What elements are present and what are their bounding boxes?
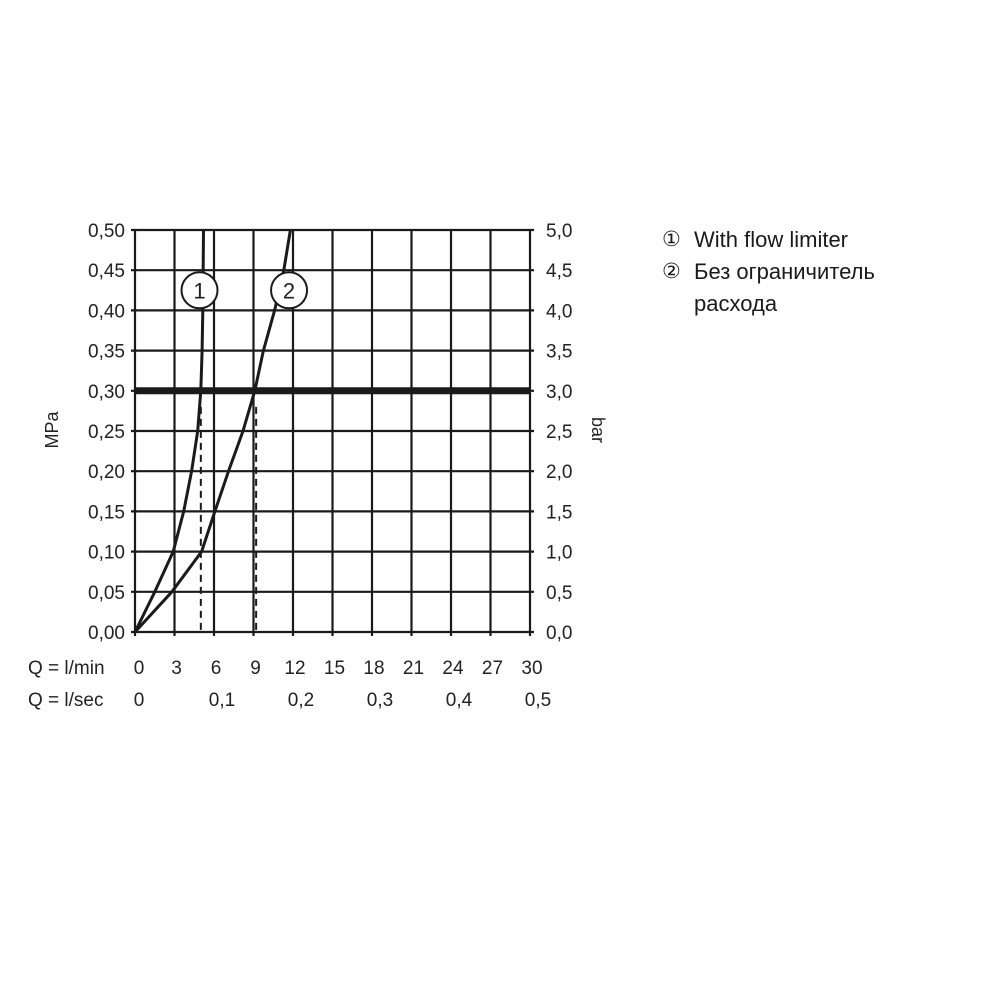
x-tick-label: 18 — [363, 658, 384, 679]
x-secondary-tick-label: 0,4 — [446, 690, 473, 711]
x-tick-label: 3 — [171, 658, 182, 679]
series-marker-circle-1 — [180, 271, 219, 310]
x-secondary-tick-label: 0,5 — [525, 690, 551, 711]
y-tick-label-right: 1,5 — [546, 502, 572, 523]
legend-marker-2: ② — [662, 260, 681, 283]
y-tick-label-right: 4,5 — [546, 261, 572, 282]
legend-text-1: With flow limiter — [694, 227, 849, 252]
x-axis-label: Q = l/min — [28, 658, 105, 679]
series-line-1 — [133, 229, 205, 633]
x-tick-label: 24 — [442, 658, 464, 679]
legend-marker-1: ① — [662, 228, 681, 251]
x-secondary-tick-label: 0,3 — [367, 690, 393, 711]
legend: ① With flow limiter ② Без ограничитель р… — [662, 224, 934, 320]
x-tick-label: 12 — [284, 658, 305, 679]
y-tick-label-left: 0,10 — [88, 543, 125, 564]
y-tick-label-left: 0,50 — [88, 221, 125, 242]
series-marker-label-2: 2 — [283, 278, 295, 303]
x-tick-label: 30 — [521, 658, 542, 679]
y-tick-label-left: 0,20 — [88, 462, 125, 483]
x-tick-label: 0 — [134, 658, 145, 679]
y-axis-label-right: bar — [588, 417, 608, 443]
y-tick-label-left: 0,00 — [88, 623, 125, 644]
y-tick-label-right: 2,0 — [546, 462, 572, 483]
x-secondary-tick-label: 0 — [134, 690, 145, 711]
y-tick-label-right: 3,0 — [546, 382, 572, 403]
series-marker-label-1: 1 — [193, 278, 205, 303]
y-tick-label-right: 2,5 — [546, 422, 572, 443]
x-tick-label: 15 — [324, 658, 345, 679]
x-tick-label: 6 — [211, 658, 222, 679]
x-axis-secondary-label: Q = l/sec — [28, 690, 104, 711]
y-tick-label-left: 0,45 — [88, 261, 125, 282]
y-tick-label-right: 0,5 — [546, 583, 572, 604]
x-tick-label: 27 — [482, 658, 503, 679]
y-tick-label-right: 1,0 — [546, 543, 572, 564]
y-tick-label-right: 0,0 — [546, 623, 572, 644]
legend-item-2: ② Без ограничитель расхода — [662, 256, 934, 320]
y-tick-label-left: 0,35 — [88, 342, 125, 363]
x-tick-label: 9 — [250, 658, 261, 679]
y-tick-label-right: 3,5 — [546, 342, 572, 363]
y-tick-label-left: 0,40 — [88, 301, 125, 322]
legend-item-1: ① With flow limiter — [662, 224, 934, 256]
x-secondary-tick-label: 0,2 — [288, 690, 314, 711]
series-marker-circle-2 — [270, 271, 309, 310]
legend-text-2: Без ограничитель расхода — [694, 259, 875, 316]
y-tick-label-left: 0,25 — [88, 422, 125, 443]
y-axis-label-left: MPa — [42, 411, 62, 449]
y-tick-label-left: 0,05 — [88, 583, 125, 604]
y-tick-label-left: 0,15 — [88, 502, 125, 523]
y-tick-label-right: 5,0 — [546, 221, 572, 242]
y-tick-label-right: 4,0 — [546, 301, 572, 322]
y-tick-label-left: 0,30 — [88, 382, 125, 403]
x-secondary-tick-label: 0,1 — [209, 690, 235, 711]
x-tick-label: 21 — [403, 658, 424, 679]
